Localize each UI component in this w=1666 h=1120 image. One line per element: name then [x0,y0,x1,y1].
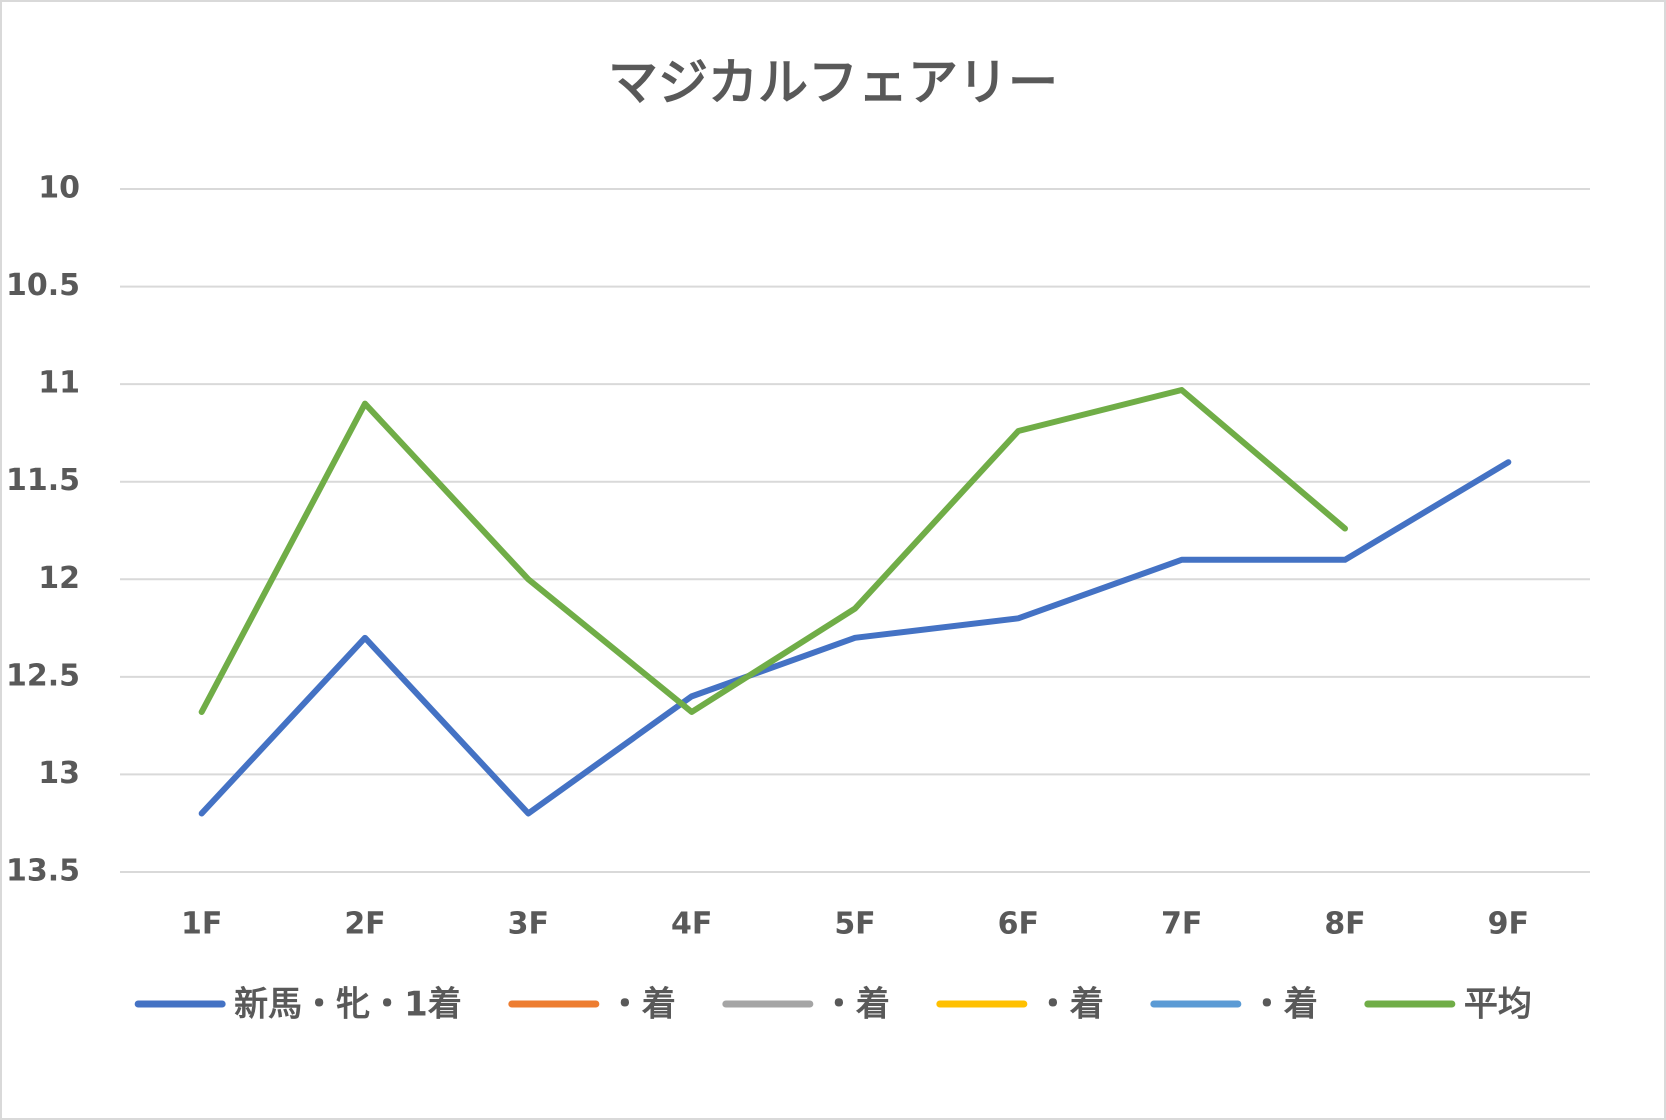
chart-title: マジカルフェアリー [608,54,1058,112]
legend-label: ・着 [608,985,676,1025]
x-tick-label: 4F [671,907,712,942]
x-tick-label: 9F [1488,907,1529,942]
x-tick-label: 6F [998,907,1039,942]
series-line [198,386,1348,715]
x-tick-label: 7F [1161,907,1202,942]
y-tick-label: 12.5 [6,658,80,693]
legend-label: ・着 [1250,985,1318,1025]
x-tick-label: 2F [344,907,385,942]
legend-label: 平均 [1464,985,1532,1025]
y-tick-label: 12 [38,561,80,596]
y-tick-label: 11.5 [6,463,80,498]
legend-label: ・着 [1036,985,1104,1025]
legend-label: 新馬・牝・1着 [234,985,462,1025]
x-tick-label: 5F [834,907,875,942]
y-tick-label: 10 [38,171,80,206]
legend-label: ・着 [822,985,890,1025]
x-tick-label: 3F [508,907,549,942]
x-tick-label: 1F [181,907,222,942]
x-tick-label: 8F [1324,907,1365,942]
y-tick-label: 10.5 [6,268,80,303]
y-tick-label: 13 [38,756,80,791]
series-line [198,459,1512,817]
y-tick-label: 13.5 [6,854,80,889]
y-tick-label: 11 [38,366,80,401]
